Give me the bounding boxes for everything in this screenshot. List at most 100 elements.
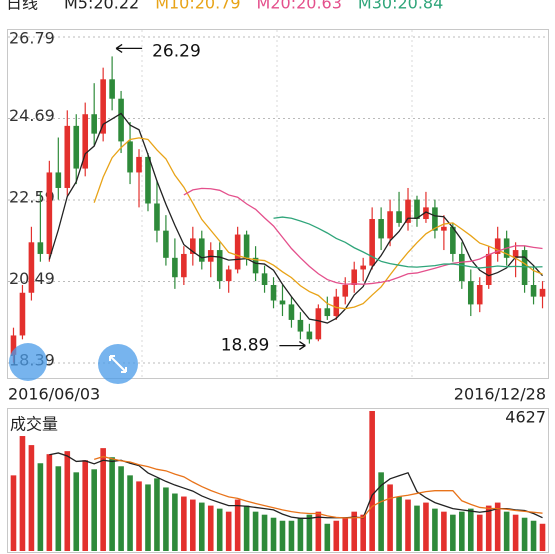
candle-body [261, 273, 268, 285]
candle-body [181, 253, 187, 278]
volume-bar [82, 460, 89, 551]
volume-bar [145, 484, 151, 551]
volume-bar [216, 508, 223, 551]
annotation-arrow [115, 43, 143, 53]
volume-bar [261, 514, 268, 551]
ma-line [93, 137, 543, 310]
chart-title: 日线 [6, 0, 38, 13]
candle-body [360, 265, 366, 270]
candle-body [252, 257, 259, 274]
candle-body [450, 226, 456, 254]
y-tick-label: 24.69 [9, 106, 55, 125]
volume-title: 成交量 [10, 415, 58, 434]
candle-body [378, 219, 384, 239]
volume-bar [100, 448, 106, 551]
legend-entry: M10:20.79 [155, 0, 240, 13]
candle-body [324, 308, 331, 317]
volume-bar [378, 472, 384, 551]
marks: 26.7924.6922.5920.4918.39M5:20.22M10:20.… [8, 0, 548, 551]
candle-body [387, 211, 393, 239]
volume-bar [521, 517, 528, 551]
candle-body [476, 284, 483, 305]
candle-body [46, 172, 53, 254]
volume-bar [342, 517, 349, 551]
volume-bar [450, 514, 456, 551]
volume-bar [369, 411, 375, 551]
volume-bar [154, 478, 160, 551]
candle-body [494, 238, 501, 254]
volume-bar [297, 517, 304, 551]
candle-body [432, 207, 438, 231]
volume-bar [270, 517, 277, 551]
candle-body [521, 250, 528, 285]
candle-body [154, 203, 160, 231]
volume-bar [55, 466, 62, 551]
candle-body [37, 242, 44, 254]
candle-body [369, 219, 375, 266]
volume-bar [306, 514, 313, 551]
volume-bar [324, 523, 331, 551]
volume-bar [46, 454, 53, 551]
volume-bar [10, 475, 17, 551]
volume-bar [476, 514, 483, 551]
volume-bar [494, 502, 501, 551]
legend-entry: M5:20.22 [64, 0, 139, 13]
expand-icon [109, 355, 127, 373]
y-tick-label: 22.59 [9, 188, 55, 207]
x-tick-label: 2016/12/28 [454, 385, 546, 404]
volume-bar [485, 505, 492, 551]
volume-bar [387, 484, 393, 551]
candle-body [198, 238, 205, 262]
volume-bar [360, 514, 366, 551]
candle-body [405, 199, 411, 223]
candle-body [512, 250, 519, 258]
volume-bar [207, 505, 214, 551]
volume-ma-line [49, 452, 543, 519]
candle-body [82, 114, 89, 169]
volume-bar [172, 493, 178, 551]
volume-bar [181, 496, 187, 551]
candle-body [530, 284, 537, 297]
candle-body [279, 300, 286, 305]
annotation: 26.29 [152, 41, 201, 61]
price-frame [7, 29, 549, 379]
volume-bar [234, 499, 241, 551]
volume-bar [91, 469, 97, 551]
candle-body [190, 238, 196, 254]
candle-body [163, 230, 169, 258]
volume-bar [198, 502, 205, 551]
volume-bar [225, 511, 232, 551]
volume-bar [19, 436, 26, 551]
candle-body [127, 141, 133, 173]
volume-max-label: 4627 [505, 408, 546, 427]
volume-bar [315, 511, 322, 551]
ma-line [183, 187, 543, 285]
candle-body [136, 156, 142, 173]
volume-bar [136, 481, 142, 551]
candle-body [216, 250, 223, 282]
y-tick-label: 26.79 [9, 29, 55, 48]
volume-bar [73, 472, 80, 551]
legend-entry: M30:20.84 [358, 0, 443, 13]
zoom-button[interactable] [9, 343, 47, 381]
candle-body [19, 292, 26, 336]
volume-bar [37, 463, 44, 551]
candle-body [73, 125, 80, 169]
candle-body [306, 331, 313, 340]
volume-bar [530, 520, 537, 551]
volume-bar [243, 505, 250, 551]
candle-body [467, 281, 474, 305]
candle-body [441, 226, 447, 231]
volume-bar [28, 445, 35, 551]
candle-body [172, 257, 178, 278]
volume-bar [64, 451, 71, 551]
volume-bar [414, 505, 420, 551]
volume-bar [190, 499, 196, 551]
candle-body [315, 308, 322, 340]
volume-bar [396, 496, 402, 551]
volume-bar [279, 520, 286, 551]
candle-body [342, 284, 349, 297]
x-tick-label: 2016/06/03 [8, 385, 100, 404]
volume-bar [163, 487, 169, 551]
candle-body [225, 269, 232, 282]
